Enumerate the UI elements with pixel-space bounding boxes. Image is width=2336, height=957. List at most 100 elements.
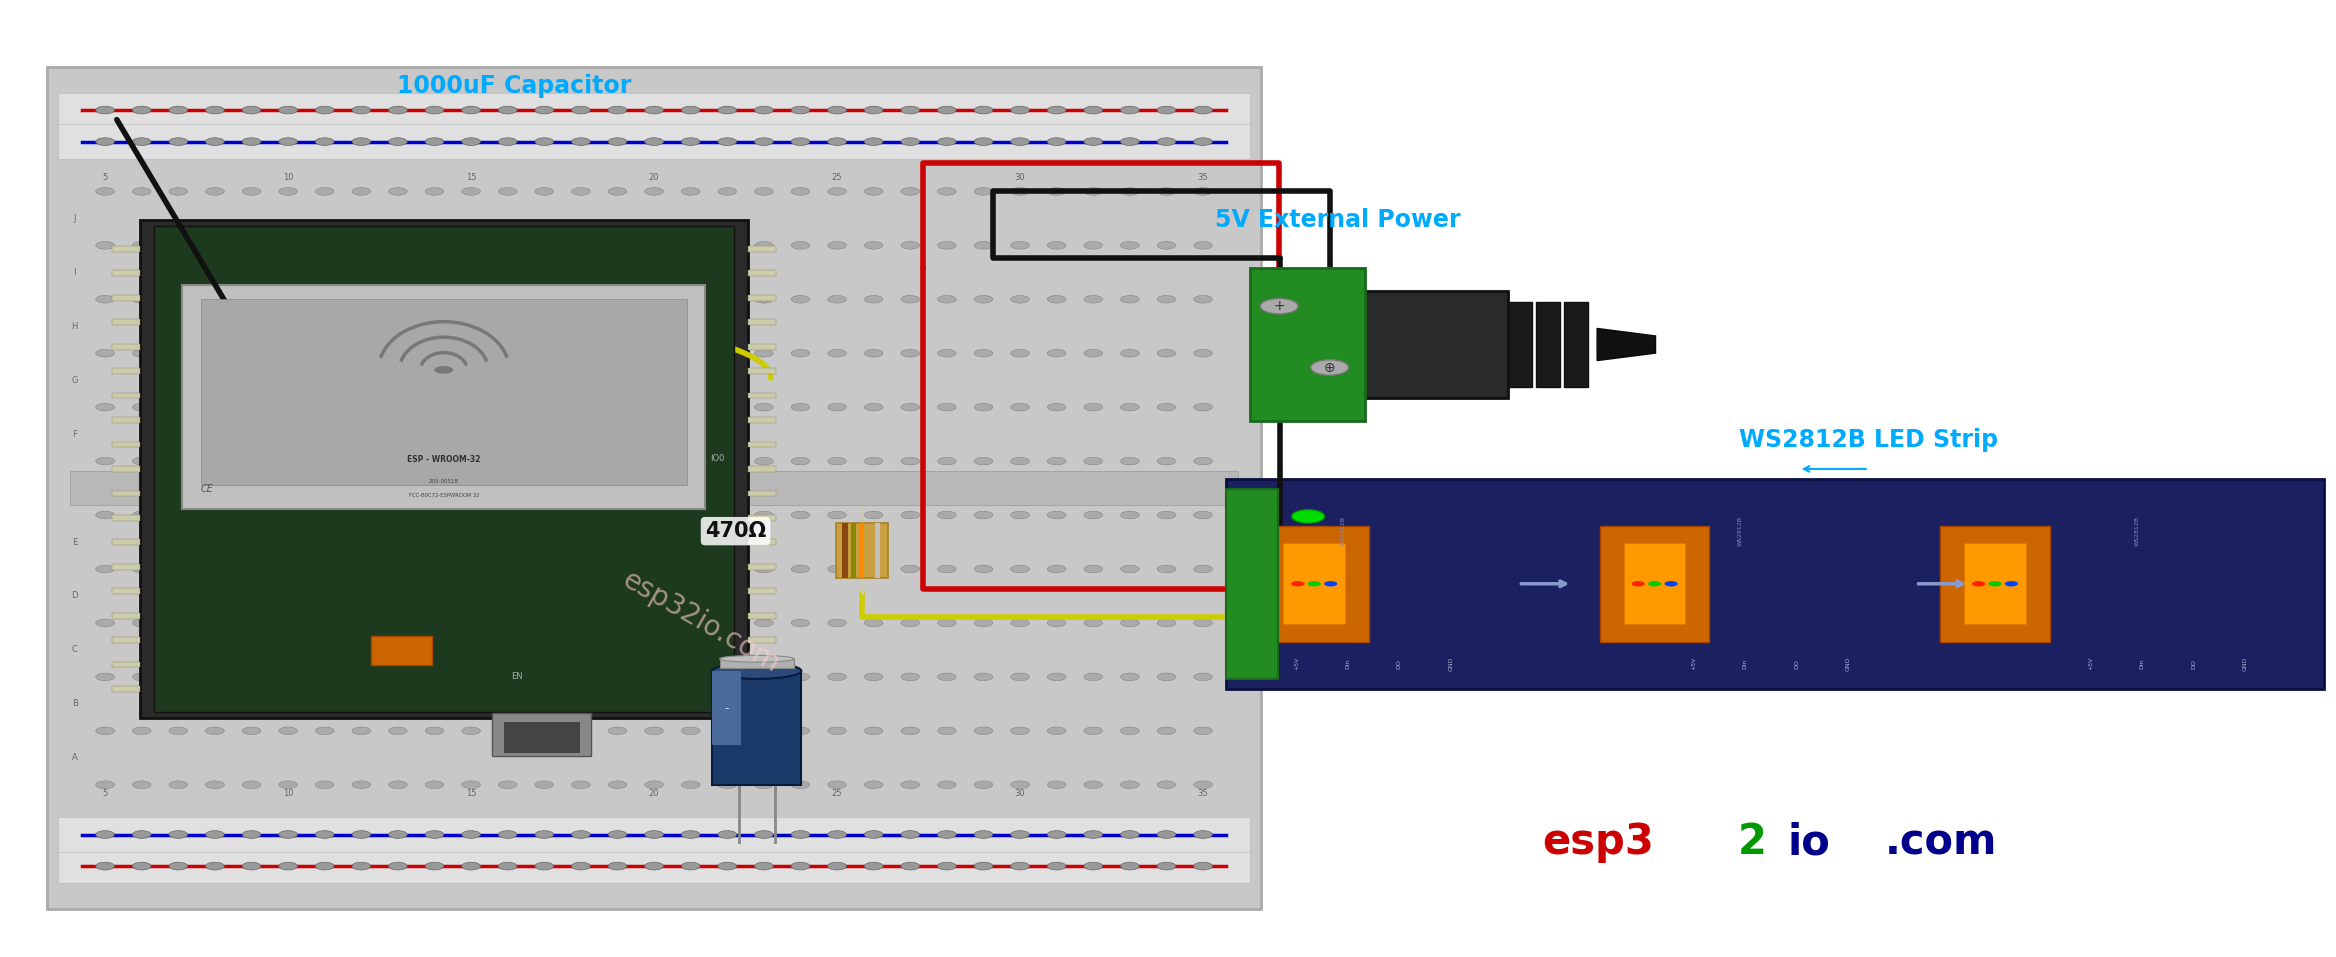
Circle shape xyxy=(1261,299,1299,314)
Circle shape xyxy=(645,349,663,357)
Circle shape xyxy=(827,138,846,145)
Polygon shape xyxy=(1250,268,1364,421)
Circle shape xyxy=(1194,566,1212,573)
Circle shape xyxy=(572,511,591,519)
Polygon shape xyxy=(1537,301,1560,388)
Polygon shape xyxy=(748,491,776,497)
Circle shape xyxy=(974,862,993,870)
Polygon shape xyxy=(112,540,140,545)
Circle shape xyxy=(498,296,516,303)
Circle shape xyxy=(278,188,297,195)
Circle shape xyxy=(902,403,920,411)
Circle shape xyxy=(1047,511,1065,519)
Polygon shape xyxy=(58,93,1250,127)
Circle shape xyxy=(463,403,481,411)
Text: GND: GND xyxy=(1448,657,1453,671)
Circle shape xyxy=(792,727,811,735)
Circle shape xyxy=(902,106,920,114)
Circle shape xyxy=(864,619,883,627)
Circle shape xyxy=(864,457,883,465)
Circle shape xyxy=(243,781,262,789)
Circle shape xyxy=(1084,241,1103,249)
Circle shape xyxy=(278,831,297,838)
Circle shape xyxy=(755,241,773,249)
Circle shape xyxy=(1011,831,1030,838)
Circle shape xyxy=(937,403,955,411)
Circle shape xyxy=(717,138,736,145)
Circle shape xyxy=(1194,727,1212,735)
Circle shape xyxy=(607,862,626,870)
Circle shape xyxy=(792,349,811,357)
Circle shape xyxy=(96,862,114,870)
Circle shape xyxy=(937,673,955,680)
Circle shape xyxy=(168,349,187,357)
Circle shape xyxy=(1156,457,1175,465)
Circle shape xyxy=(1011,241,1030,249)
Circle shape xyxy=(1084,862,1103,870)
Circle shape xyxy=(864,727,883,735)
Circle shape xyxy=(645,106,663,114)
Circle shape xyxy=(425,457,444,465)
Text: -: - xyxy=(724,701,729,715)
Polygon shape xyxy=(748,246,776,252)
Circle shape xyxy=(1972,581,1986,587)
Polygon shape xyxy=(1226,478,2324,689)
Circle shape xyxy=(1194,673,1212,680)
Text: 5: 5 xyxy=(103,173,107,182)
Polygon shape xyxy=(748,295,776,300)
Circle shape xyxy=(1194,296,1212,303)
Circle shape xyxy=(974,831,993,838)
Circle shape xyxy=(388,673,406,680)
Circle shape xyxy=(607,349,626,357)
Polygon shape xyxy=(154,226,734,712)
Circle shape xyxy=(388,727,406,735)
Polygon shape xyxy=(748,686,776,692)
Text: EN: EN xyxy=(512,673,523,681)
Circle shape xyxy=(425,106,444,114)
Circle shape xyxy=(1047,241,1065,249)
Circle shape xyxy=(353,673,371,680)
Circle shape xyxy=(792,188,811,195)
Polygon shape xyxy=(58,124,1250,159)
Polygon shape xyxy=(1565,301,1588,388)
Circle shape xyxy=(1047,727,1065,735)
Circle shape xyxy=(168,457,187,465)
Circle shape xyxy=(315,566,334,573)
Circle shape xyxy=(1121,241,1140,249)
Circle shape xyxy=(498,781,516,789)
Circle shape xyxy=(792,403,811,411)
Circle shape xyxy=(388,619,406,627)
Circle shape xyxy=(1194,349,1212,357)
Polygon shape xyxy=(748,466,776,472)
Circle shape xyxy=(645,511,663,519)
Circle shape xyxy=(717,831,736,838)
Circle shape xyxy=(1121,106,1140,114)
Text: WS2812B: WS2812B xyxy=(2135,516,2140,546)
Circle shape xyxy=(1084,457,1103,465)
Circle shape xyxy=(937,106,955,114)
Circle shape xyxy=(133,241,152,249)
Circle shape xyxy=(1011,727,1030,735)
Circle shape xyxy=(1011,296,1030,303)
Circle shape xyxy=(278,241,297,249)
Circle shape xyxy=(1631,581,1645,587)
Circle shape xyxy=(206,781,224,789)
Circle shape xyxy=(315,673,334,680)
Circle shape xyxy=(864,188,883,195)
Circle shape xyxy=(1047,781,1065,789)
Text: +: + xyxy=(1273,300,1285,313)
Circle shape xyxy=(434,367,453,374)
Circle shape xyxy=(1084,403,1103,411)
Circle shape xyxy=(206,457,224,465)
Circle shape xyxy=(278,403,297,411)
Circle shape xyxy=(96,296,114,303)
Circle shape xyxy=(1047,296,1065,303)
Polygon shape xyxy=(112,466,140,472)
Circle shape xyxy=(827,457,846,465)
Circle shape xyxy=(682,241,701,249)
Circle shape xyxy=(1156,727,1175,735)
Circle shape xyxy=(1194,138,1212,145)
Polygon shape xyxy=(712,671,741,745)
Circle shape xyxy=(1325,581,1336,587)
Circle shape xyxy=(902,188,920,195)
